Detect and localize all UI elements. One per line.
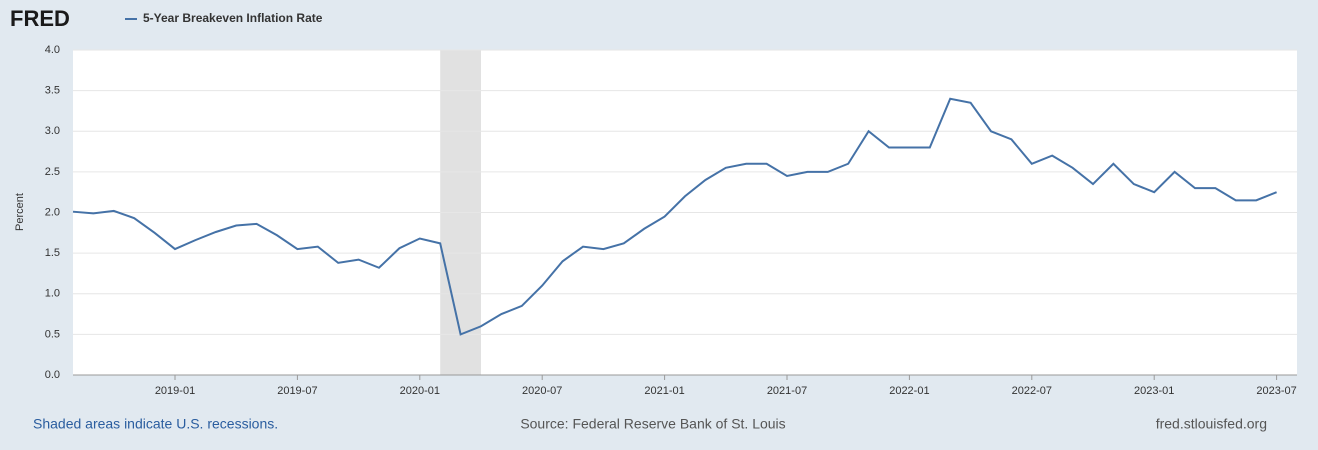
x-tick-label: 2022-01 bbox=[889, 385, 929, 397]
series-line bbox=[72, 97, 1277, 336]
x-tick-label: 2019-01 bbox=[155, 385, 195, 397]
site: fred.stlouisfed.org bbox=[1156, 416, 1267, 432]
y-tick-label: 2.5 bbox=[45, 166, 60, 178]
y-tick-label: 0.0 bbox=[45, 369, 60, 381]
y-tick-label: 3.5 bbox=[45, 85, 60, 97]
x-tick-label: 2020-07 bbox=[522, 385, 562, 397]
x-tick-label: 2023-01 bbox=[1134, 385, 1174, 397]
x-tick-label: 2021-07 bbox=[767, 385, 807, 397]
y-axis-label: Percent bbox=[14, 193, 26, 231]
x-tick-label: 2020-01 bbox=[400, 385, 440, 397]
logo: FRED bbox=[10, 6, 70, 31]
y-tick-label: 2.0 bbox=[45, 206, 60, 218]
x-tick-label: 2022-07 bbox=[1012, 385, 1052, 397]
recession-note: Shaded areas indicate U.S. recessions. bbox=[33, 416, 278, 432]
source: Source: Federal Reserve Bank of St. Loui… bbox=[520, 416, 785, 432]
y-tick-label: 0.5 bbox=[45, 328, 60, 340]
x-tick-label: 2019-07 bbox=[277, 385, 317, 397]
y-tick-label: 3.0 bbox=[45, 125, 60, 137]
x-tick-label: 2021-01 bbox=[644, 385, 684, 397]
y-tick-label: 1.0 bbox=[45, 288, 60, 300]
x-tick-label: 2023-07 bbox=[1256, 385, 1296, 397]
y-tick-label: 4.0 bbox=[45, 44, 60, 56]
y-tick-label: 1.5 bbox=[45, 247, 60, 259]
legend-label: 5-Year Breakeven Inflation Rate bbox=[143, 11, 323, 25]
